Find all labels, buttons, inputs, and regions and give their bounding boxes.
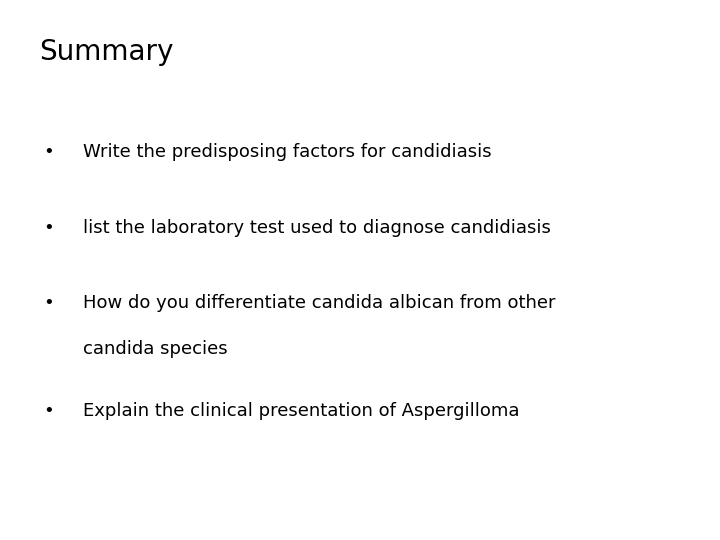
Text: Write the predisposing factors for candidiasis: Write the predisposing factors for candi… bbox=[83, 143, 492, 161]
Text: Explain the clinical presentation of Aspergilloma: Explain the clinical presentation of Asp… bbox=[83, 402, 519, 420]
Text: •: • bbox=[44, 294, 54, 312]
Text: •: • bbox=[44, 402, 54, 420]
Text: Summary: Summary bbox=[40, 38, 174, 66]
Text: list the laboratory test used to diagnose candidiasis: list the laboratory test used to diagnos… bbox=[83, 219, 551, 237]
Text: •: • bbox=[44, 219, 54, 237]
Text: candida species: candida species bbox=[83, 340, 228, 358]
Text: How do you differentiate candida albican from other: How do you differentiate candida albican… bbox=[83, 294, 555, 312]
Text: •: • bbox=[44, 143, 54, 161]
